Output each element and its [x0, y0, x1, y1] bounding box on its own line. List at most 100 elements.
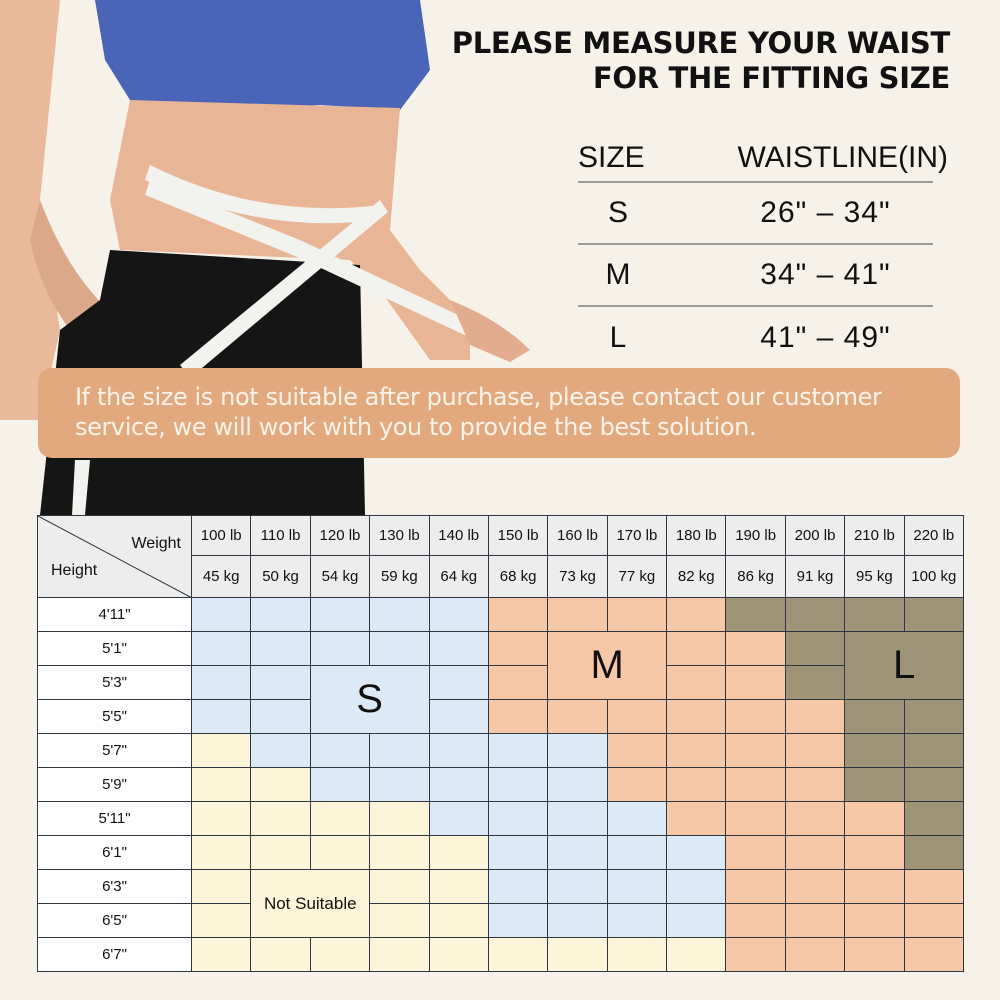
size-cell-S	[547, 869, 608, 904]
size-cell-S	[487, 903, 549, 938]
size-cell-M	[606, 767, 668, 802]
weight-kg-header: 82 kg	[666, 555, 727, 598]
size-cell-M	[725, 801, 786, 836]
range-cell: 34" – 41"	[760, 258, 891, 291]
size-cell-N	[428, 835, 489, 870]
size-cell-S	[666, 869, 727, 904]
size-cell-S	[487, 733, 549, 768]
size-cell-S	[547, 733, 608, 768]
size-cell-N	[369, 903, 430, 938]
size-cell-M	[547, 597, 608, 632]
size-region-label-L: L	[845, 632, 963, 699]
size-cell-S	[428, 767, 489, 802]
banner-text: If the size is not suitable after purcha…	[75, 383, 882, 441]
size-cell-N	[428, 937, 489, 972]
size-cell-N	[191, 733, 252, 768]
height-row-label: 5'5"	[37, 699, 192, 734]
waist-row-l: L 41" – 49"	[578, 307, 933, 369]
size-cell-S	[547, 835, 608, 870]
size-cell-N	[369, 869, 430, 904]
size-cell-S	[428, 665, 489, 700]
size-cell-S	[369, 767, 430, 802]
size-cell-M	[606, 733, 668, 768]
waist-row-s: S 26" – 34"	[578, 183, 933, 245]
height-row-label: 5'7"	[37, 733, 192, 768]
weight-lb-header: 110 lb	[250, 515, 311, 556]
size-cell-M	[725, 699, 786, 734]
size-cell-S	[369, 631, 430, 666]
height-row-label: 5'3"	[37, 665, 192, 700]
size-cell-M	[784, 699, 846, 734]
size-cell-L	[903, 597, 964, 632]
height-row-label: 5'9"	[37, 767, 192, 802]
size-cell-M	[784, 903, 846, 938]
height-axis-label: Height	[51, 562, 98, 579]
size-cell-L	[725, 597, 786, 632]
waist-size-table: SIZE WAISTLINE(IN) S 26" – 34" M 34" – 4…	[578, 135, 948, 369]
size-cell-S	[250, 699, 311, 734]
size-cell-M	[725, 767, 786, 802]
size-cell-M	[725, 733, 786, 768]
size-cell-S	[309, 597, 371, 632]
size-cell-M	[903, 937, 964, 972]
size-cell-S	[606, 801, 668, 836]
size-cell-S	[487, 869, 549, 904]
size-region-label-S: S	[310, 666, 429, 733]
size-cell-L	[784, 631, 846, 666]
size-cell-N	[191, 835, 252, 870]
weight-kg-header: 100 kg	[903, 555, 964, 598]
size-cell-S	[487, 767, 549, 802]
headline-line-2: FOR THE FITTING SIZE	[592, 61, 950, 95]
size-cell-N	[191, 869, 252, 904]
size-cell-S	[191, 699, 252, 734]
size-cell-N	[309, 835, 371, 870]
height-row-label: 6'5"	[37, 903, 192, 938]
height-row-label: 4'11"	[37, 597, 192, 632]
size-cell-M	[844, 801, 905, 836]
size-cell: M	[605, 258, 631, 291]
size-cell-S	[428, 801, 489, 836]
size-cell-N	[309, 937, 371, 972]
size-cell-S	[369, 733, 430, 768]
weight-lb-header: 140 lb	[428, 515, 489, 556]
size-cell-M	[666, 801, 727, 836]
size-cell-N	[191, 903, 252, 938]
size-cell-S	[487, 835, 549, 870]
size-region-label-N: Not Suitable	[251, 870, 370, 937]
size-cell-S	[369, 597, 430, 632]
weight-kg-header: 73 kg	[547, 555, 608, 598]
size-cell-S	[250, 733, 311, 768]
size-cell-N	[191, 767, 252, 802]
size-cell-N	[369, 835, 430, 870]
size-cell-M	[725, 903, 786, 938]
weight-kg-header: 64 kg	[428, 555, 489, 598]
size-cell-M	[784, 733, 846, 768]
size-cell-N	[428, 903, 489, 938]
size-cell-M	[784, 767, 846, 802]
size-cell-M	[487, 631, 549, 666]
size-cell-S	[428, 733, 489, 768]
size-cell-M	[844, 903, 905, 938]
size-cell-M	[784, 801, 846, 836]
size-cell-M	[487, 699, 549, 734]
customer-service-banner: If the size is not suitable after purcha…	[38, 368, 960, 458]
size-cell-N	[250, 801, 311, 836]
size-cell-N	[666, 937, 727, 972]
weight-kg-header: 50 kg	[250, 555, 311, 598]
weight-kg-header: 45 kg	[191, 555, 252, 598]
size-cell-S	[428, 699, 489, 734]
height-row-label: 5'11"	[37, 801, 192, 836]
size-cell-S	[606, 835, 668, 870]
weight-lb-header: 190 lb	[725, 515, 786, 556]
size-cell-S	[487, 801, 549, 836]
size-cell-N	[369, 801, 430, 836]
height-row-label: 6'3"	[37, 869, 192, 904]
size-cell-S	[250, 665, 311, 700]
weight-lb-header: 220 lb	[903, 515, 964, 556]
height-weight-size-grid: Weight Height 100 lb 110 lb 120 lb 130 lb 140 …	[37, 515, 964, 972]
size-cell-M	[487, 665, 549, 700]
range-cell: 41" – 49"	[760, 321, 891, 354]
size-cell-S	[309, 733, 371, 768]
size-cell-M	[784, 869, 846, 904]
size-cell-S	[191, 665, 252, 700]
